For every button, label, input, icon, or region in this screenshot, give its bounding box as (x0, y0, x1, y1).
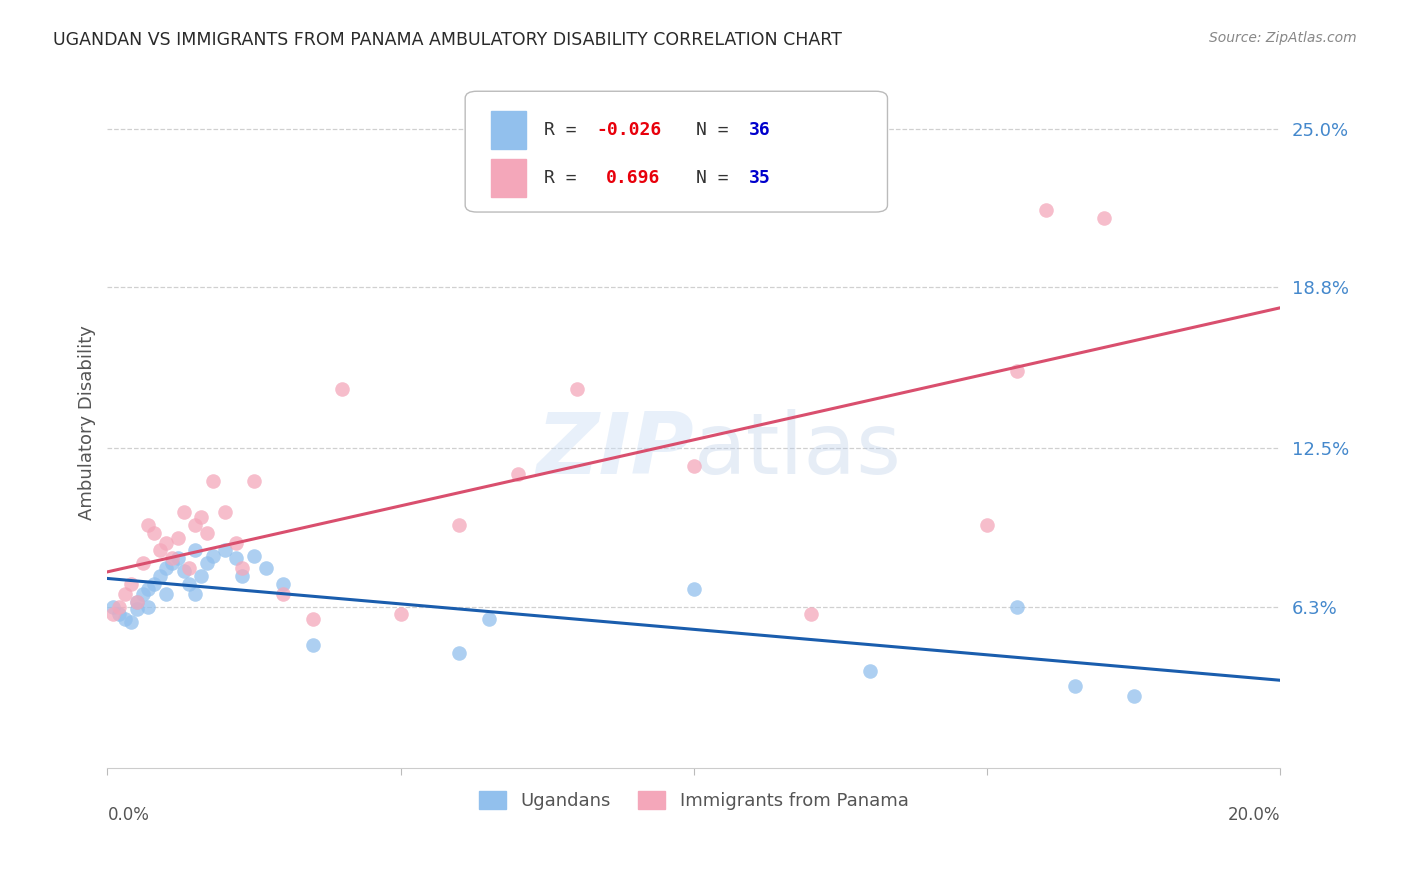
Point (195, 556, 218, 570)
Point (120, 615, 142, 629)
Point (184, 543, 207, 558)
Point (1094, 211, 1116, 225)
Point (254, 561, 277, 575)
Point (114, 587, 136, 601)
Point (478, 612, 501, 626)
Point (160, 556, 183, 570)
Y-axis label: Ambulatory Disability: Ambulatory Disability (79, 326, 96, 520)
Point (225, 551, 247, 566)
Point (449, 517, 471, 532)
Point (143, 576, 166, 591)
Point (125, 594, 148, 608)
Point (155, 535, 177, 549)
Bar (491, 159, 526, 197)
Point (179, 576, 201, 591)
Point (389, 607, 412, 622)
Point (243, 549, 266, 563)
Text: R =: R = (544, 120, 588, 138)
Point (125, 594, 148, 608)
Text: R =: R = (544, 169, 588, 186)
Point (131, 587, 153, 601)
Point (449, 646, 471, 660)
Point (149, 569, 172, 583)
FancyBboxPatch shape (465, 91, 887, 212)
Point (166, 531, 188, 545)
Point (273, 587, 295, 601)
Point (131, 556, 153, 570)
Point (125, 602, 148, 616)
Point (173, 505, 195, 519)
Text: 36: 36 (749, 120, 770, 138)
Point (976, 517, 998, 532)
Point (114, 612, 136, 626)
Point (565, 382, 588, 396)
Point (184, 587, 207, 601)
Point (800, 607, 823, 622)
Point (184, 517, 207, 532)
Text: ZIP: ZIP (536, 409, 695, 491)
Point (214, 505, 236, 519)
Point (190, 510, 212, 524)
Point (231, 569, 253, 583)
Text: N =: N = (696, 169, 740, 186)
Point (149, 543, 172, 558)
Text: UGANDAN VS IMMIGRANTS FROM PANAMA AMBULATORY DISABILITY CORRELATION CHART: UGANDAN VS IMMIGRANTS FROM PANAMA AMBULA… (53, 31, 842, 49)
Point (859, 664, 882, 678)
Point (166, 551, 188, 566)
Bar (491, 111, 526, 149)
Point (231, 561, 253, 575)
Point (160, 551, 183, 566)
Point (190, 569, 212, 583)
Point (1035, 203, 1057, 218)
Point (1122, 689, 1144, 703)
Point (301, 612, 323, 626)
Point (506, 467, 529, 481)
Point (301, 638, 323, 652)
Point (225, 535, 247, 549)
Point (683, 458, 706, 473)
Point (1005, 599, 1028, 614)
Point (103, 599, 125, 614)
Point (108, 599, 131, 614)
Point (195, 525, 218, 540)
Point (173, 564, 195, 578)
Point (155, 561, 177, 575)
Text: atlas: atlas (695, 409, 901, 491)
Point (138, 582, 160, 596)
Text: 0.696: 0.696 (606, 169, 661, 186)
Text: 35: 35 (749, 169, 770, 186)
Point (108, 607, 131, 622)
Point (201, 549, 224, 563)
Point (155, 587, 177, 601)
Point (273, 576, 295, 591)
Point (179, 561, 201, 575)
Point (330, 382, 353, 396)
Point (138, 517, 160, 532)
Legend: Ugandans, Immigrants from Panama: Ugandans, Immigrants from Panama (472, 783, 915, 817)
Point (138, 599, 160, 614)
Point (143, 525, 166, 540)
Point (214, 543, 236, 558)
Text: Source: ZipAtlas.com: Source: ZipAtlas.com (1209, 31, 1357, 45)
Point (1005, 364, 1028, 378)
Point (683, 582, 706, 596)
Text: -0.026: -0.026 (596, 120, 662, 138)
Text: 0.0%: 0.0% (107, 805, 149, 823)
Point (103, 607, 125, 622)
Text: 20.0%: 20.0% (1227, 805, 1281, 823)
Point (201, 475, 224, 489)
Point (1064, 679, 1087, 693)
Point (120, 576, 142, 591)
Point (243, 475, 266, 489)
Text: N =: N = (696, 120, 740, 138)
